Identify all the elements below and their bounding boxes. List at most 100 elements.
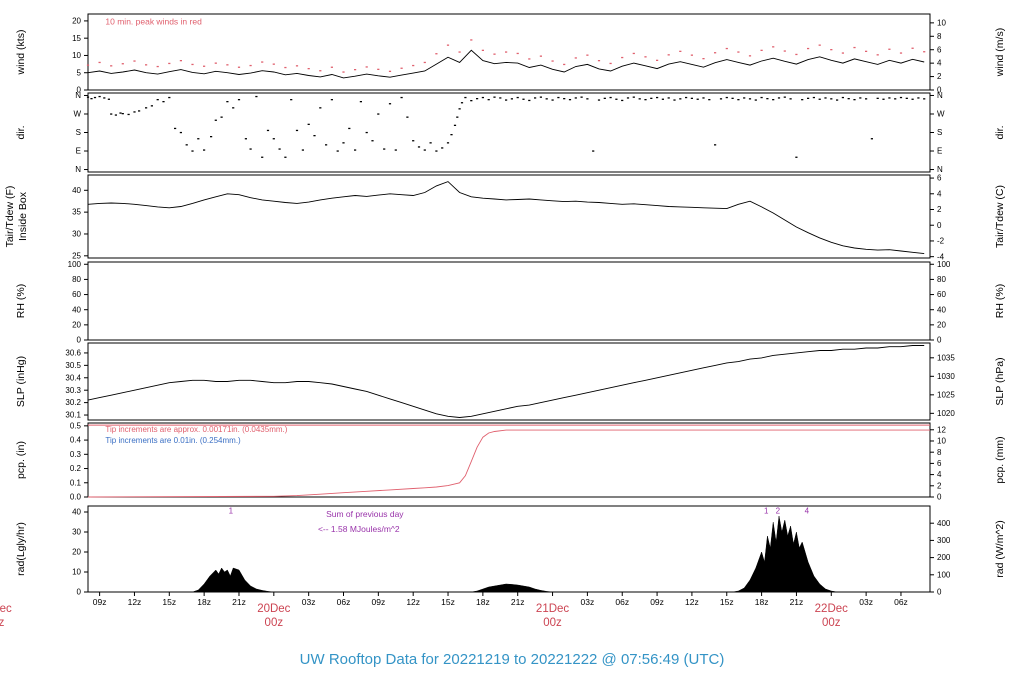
- y-tick-label-right: 0: [937, 588, 942, 597]
- y-tick-label-right: N: [937, 165, 943, 174]
- data-point: [609, 96, 612, 99]
- y-tick-label-left: 30.1: [65, 411, 81, 420]
- x-tick-label: 18z: [755, 597, 769, 607]
- data-point: [359, 101, 362, 103]
- data-point: [210, 136, 213, 138]
- data-point: [830, 49, 833, 51]
- data-point: [336, 150, 339, 152]
- axis-title-right-wind: wind (m/s): [994, 28, 1006, 77]
- data-point: [609, 62, 612, 65]
- annotation-rad: <-- 1.58 MJoules/m^2: [318, 524, 400, 534]
- axis-title-right-dir: dir.: [994, 125, 1006, 139]
- data-point: [493, 96, 496, 98]
- data-point: [412, 140, 415, 142]
- data-point: [470, 39, 473, 41]
- data-point: [766, 98, 769, 100]
- y-tick-label-right: 40: [937, 305, 946, 314]
- y-tick-label-right: 20: [937, 320, 946, 329]
- data-point: [772, 46, 775, 48]
- data-point: [644, 99, 647, 101]
- data-point: [568, 99, 572, 101]
- data-point: [563, 98, 566, 100]
- panel-rh-frame: [87, 261, 931, 341]
- data-point: [911, 98, 914, 100]
- data-point: [714, 144, 717, 146]
- y-tick-label-right: 10: [937, 18, 946, 27]
- data-point: [301, 149, 304, 151]
- air-temperature-line: [87, 181, 925, 255]
- data-point: [865, 98, 868, 100]
- data-point: [319, 107, 322, 109]
- y-tick-label-right: 0: [937, 86, 942, 95]
- annotation-rad: Sum of previous day: [326, 509, 404, 519]
- data-point: [615, 98, 618, 100]
- data-point: [714, 52, 717, 54]
- data-point: [284, 156, 287, 158]
- data-point: [121, 63, 124, 65]
- data-point: [737, 99, 740, 101]
- data-point: [441, 147, 444, 149]
- data-point: [534, 97, 537, 99]
- data-point: [690, 54, 693, 56]
- data-point: [174, 127, 177, 130]
- data-point: [760, 96, 763, 99]
- data-point: [841, 96, 844, 99]
- panel-pcp-frame: [87, 422, 931, 498]
- data-point: [807, 47, 810, 50]
- data-point: [278, 148, 281, 150]
- data-point: [476, 98, 479, 100]
- data-point: [121, 113, 124, 115]
- y-tick-label-left: 20: [72, 320, 81, 329]
- data-point: [592, 150, 595, 152]
- chart-title: UW Rooftop Data for 20221219 to 20221222…: [299, 651, 725, 668]
- sea-level-pressure-line: [87, 345, 925, 418]
- y-tick-label-left: 0.0: [70, 493, 82, 502]
- data-point: [626, 97, 630, 99]
- y-tick-label-left: S: [76, 128, 81, 137]
- data-point: [644, 56, 647, 58]
- data-point: [656, 96, 659, 99]
- data-point: [597, 99, 601, 101]
- data-point: [150, 105, 153, 107]
- data-point: [836, 99, 839, 101]
- x-tick-label: 15z: [441, 597, 455, 607]
- axis-title-right-slp: SLP (hPa): [994, 357, 1006, 405]
- data-point: [168, 96, 171, 99]
- data-point: [702, 97, 705, 99]
- data-point: [290, 99, 293, 101]
- data-point: [551, 60, 554, 62]
- precip-cumulative-line: [87, 429, 930, 498]
- data-point: [330, 66, 333, 68]
- data-point: [505, 51, 508, 53]
- data-point: [870, 138, 873, 140]
- x-tick-label: 18z: [476, 597, 490, 607]
- data-point: [255, 95, 258, 98]
- x-tick-label: 03z: [859, 597, 873, 607]
- x-tick-label: 15z: [162, 597, 176, 607]
- x-tick-label: 12z: [685, 597, 699, 607]
- y-tick-label-right: 200: [937, 553, 951, 562]
- data-point: [284, 66, 287, 69]
- data-point: [191, 63, 194, 66]
- data-point: [632, 52, 635, 55]
- y-tick-label-left: 25: [72, 251, 81, 260]
- data-point: [388, 103, 392, 105]
- x-tick-label: 21z: [232, 597, 246, 607]
- data-point: [807, 97, 810, 99]
- data-point: [295, 65, 299, 67]
- data-point: [377, 68, 380, 70]
- data-point: [830, 98, 833, 100]
- data-point: [487, 99, 490, 101]
- data-point: [417, 146, 421, 148]
- data-point: [460, 102, 464, 104]
- y-tick-label-right: -2: [937, 237, 945, 246]
- data-point: [456, 116, 459, 118]
- y-tick-label-left: 0.5: [70, 421, 82, 430]
- x-tick-label: 18z: [197, 597, 211, 607]
- data-point: [847, 98, 850, 100]
- data-point: [853, 99, 856, 101]
- data-point: [574, 57, 577, 59]
- y-tick-label-left: 80: [72, 275, 81, 284]
- data-point: [394, 149, 397, 151]
